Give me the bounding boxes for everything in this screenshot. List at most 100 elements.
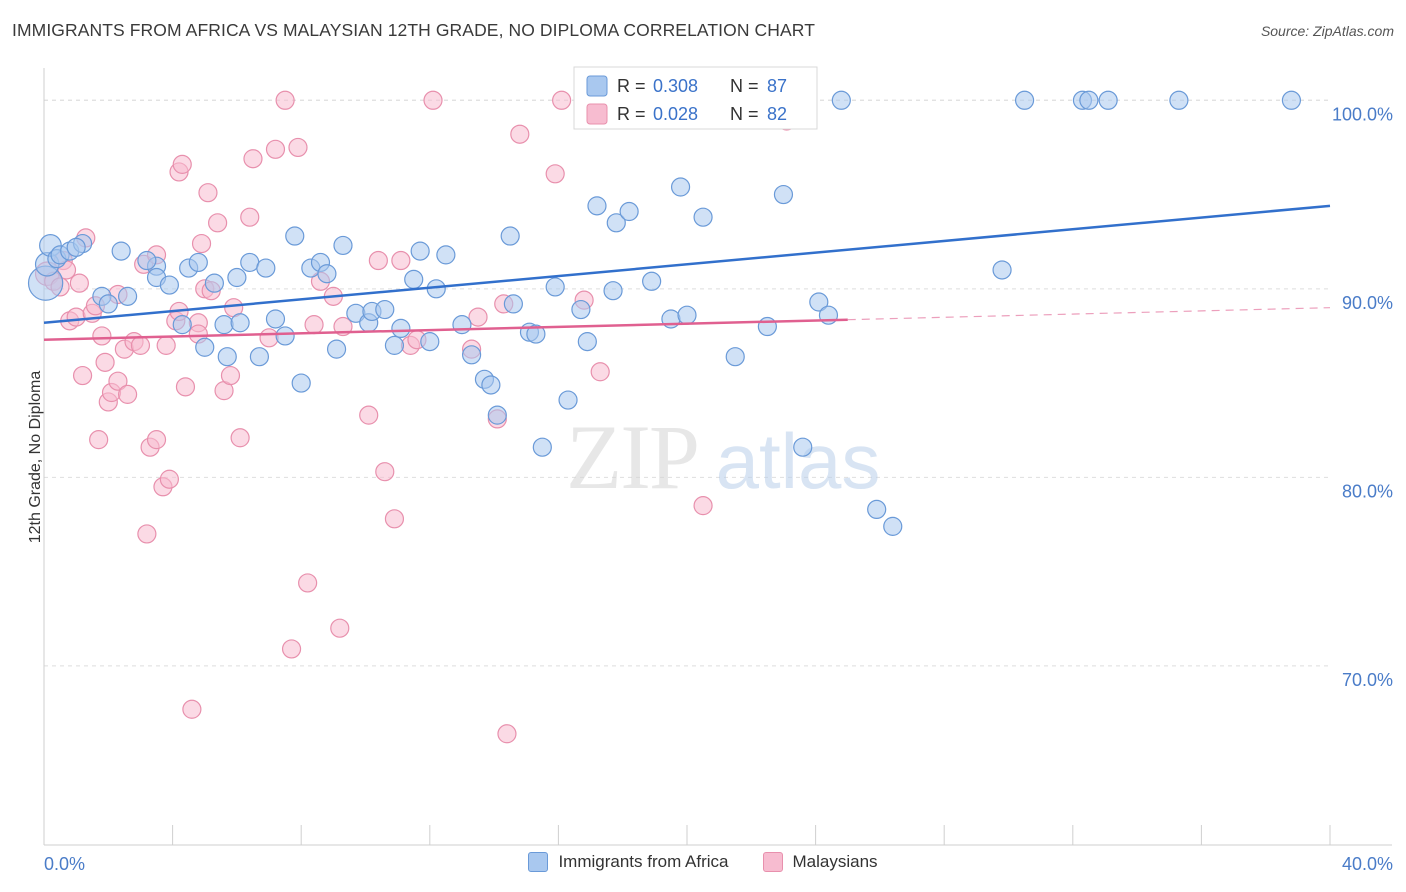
data-point-immigrants-from-africa <box>291 373 311 393</box>
legend-swatch-pink <box>762 852 783 872</box>
data-point-immigrants-from-africa <box>420 332 440 352</box>
data-point-immigrants-from-africa <box>333 235 353 256</box>
data-point-immigrants-from-africa <box>1098 90 1118 110</box>
data-point-immigrants-from-africa <box>670 177 691 197</box>
data-point-immigrants-from-africa <box>587 196 607 216</box>
data-point-immigrants-from-africa <box>1169 90 1189 110</box>
data-point-malaysians <box>693 496 713 516</box>
data-point-immigrants-from-africa <box>500 226 520 246</box>
data-point-malaysians <box>191 233 212 254</box>
data-point-malaysians <box>545 164 565 184</box>
data-point-immigrants-from-africa <box>410 241 430 261</box>
data-point-immigrants-from-africa <box>230 313 250 333</box>
data-point-immigrants-from-africa <box>693 207 713 227</box>
data-point-malaysians <box>208 213 228 233</box>
data-point-malaysians <box>259 328 279 348</box>
r-label-blue: R = <box>617 76 646 96</box>
data-point-immigrants-from-africa <box>172 315 192 335</box>
x-tick-label-max: 40.0% <box>1342 854 1393 874</box>
data-point-immigrants-from-africa <box>375 299 395 320</box>
data-point-immigrants-from-africa <box>204 273 224 293</box>
data-point-malaysians <box>66 307 86 327</box>
data-point-malaysians <box>375 462 395 482</box>
stats-legend: R = 0.308 N = 87 R = 0.028 N = 82 <box>573 66 818 130</box>
data-point-immigrants-from-africa <box>809 292 829 312</box>
tick-labels: 70.0% 80.0% 90.0% 100.0% 0.0% 40.0% <box>44 104 1393 874</box>
r-label-pink: R = <box>617 104 646 124</box>
data-point-malaysians <box>275 90 295 110</box>
data-point-immigrants-from-africa <box>526 324 546 344</box>
data-point-malaysians <box>368 250 388 271</box>
data-point-immigrants-from-africa <box>603 281 623 301</box>
data-point-immigrants-from-africa <box>992 260 1012 280</box>
data-point-malaysians <box>72 365 93 386</box>
data-point-immigrants-from-africa <box>793 437 813 457</box>
trend-line-malaysians-extension <box>847 307 1331 321</box>
data-point-immigrants-from-africa <box>503 294 523 314</box>
data-point-immigrants-from-africa <box>606 213 626 233</box>
data-point-immigrants-from-africa <box>217 347 237 367</box>
stats-legend-swatch-pink <box>586 103 608 125</box>
data-point-immigrants-from-africa <box>1079 90 1099 110</box>
data-point-malaysians <box>298 573 318 593</box>
data-point-immigrants-from-africa <box>326 339 347 359</box>
data-point-immigrants-from-africa <box>265 309 286 329</box>
data-point-immigrants-from-africa <box>137 250 157 271</box>
y-tick-label: 80.0% <box>1342 481 1393 501</box>
data-point-malaysians <box>552 90 572 110</box>
series-immigrants-from-africa <box>27 90 1302 536</box>
data-point-immigrants-from-africa <box>757 316 777 337</box>
legend-item-immigrants-from-africa: Immigrants from Africa <box>528 852 729 872</box>
data-point-immigrants-from-africa <box>111 241 131 261</box>
data-point-immigrants-from-africa <box>577 332 597 352</box>
data-point-immigrants-from-africa <box>317 264 337 284</box>
data-point-immigrants-from-africa <box>481 375 501 395</box>
data-point-malaysians <box>220 365 241 386</box>
data-point-immigrants-from-africa <box>227 267 247 288</box>
data-point-malaysians <box>108 371 128 391</box>
data-point-malaysians <box>137 524 157 544</box>
data-point-malaysians <box>240 207 260 227</box>
data-point-immigrants-from-africa <box>461 345 482 365</box>
data-point-malaysians <box>69 273 89 293</box>
data-point-malaysians <box>230 428 250 448</box>
stats-legend-box <box>573 66 818 130</box>
data-point-malaysians <box>423 90 443 110</box>
data-point-immigrants-from-africa <box>436 245 456 265</box>
y-tick-label: 70.0% <box>1342 670 1393 690</box>
watermark-atlas: atlas <box>716 417 881 505</box>
data-point-malaysians <box>359 405 379 425</box>
y-tick-label: 90.0% <box>1342 293 1393 313</box>
data-point-immigrants-from-africa <box>883 516 903 536</box>
data-point-immigrants-from-africa <box>195 337 215 357</box>
data-point-immigrants-from-africa <box>66 237 86 257</box>
watermark: ZIP atlas <box>566 406 880 508</box>
data-point-malaysians <box>89 430 109 450</box>
data-point-immigrants-from-africa <box>391 318 411 339</box>
data-point-malaysians <box>156 335 176 355</box>
axes <box>43 68 1392 846</box>
data-point-malaysians <box>497 724 517 744</box>
data-point-malaysians <box>117 384 138 404</box>
data-point-immigrants-from-africa <box>240 252 260 273</box>
data-point-malaysians <box>330 618 350 638</box>
watermark-zip: ZIP <box>566 406 698 508</box>
data-point-malaysians <box>288 137 308 158</box>
y-tick-label: 100.0% <box>1332 104 1393 124</box>
legend-label-immigrants-from-africa: Immigrants from Africa <box>558 852 729 871</box>
data-point-malaysians <box>243 149 263 169</box>
data-point-immigrants-from-africa <box>831 90 851 110</box>
data-point-immigrants-from-africa <box>98 294 118 314</box>
legend-label-malaysians: Malaysians <box>792 852 878 871</box>
n-label-blue: N = <box>730 76 759 96</box>
data-point-immigrants-from-africa <box>249 347 270 367</box>
data-point-immigrants-from-africa <box>773 184 794 205</box>
data-point-malaysians <box>130 335 151 355</box>
stats-legend-swatch-blue <box>586 75 608 97</box>
data-point-immigrants-from-africa <box>256 258 276 278</box>
data-point-malaysians <box>198 183 218 203</box>
data-point-immigrants-from-africa <box>725 347 745 367</box>
data-point-immigrants-from-africa <box>619 201 639 222</box>
n-value-blue: 87 <box>767 76 787 96</box>
